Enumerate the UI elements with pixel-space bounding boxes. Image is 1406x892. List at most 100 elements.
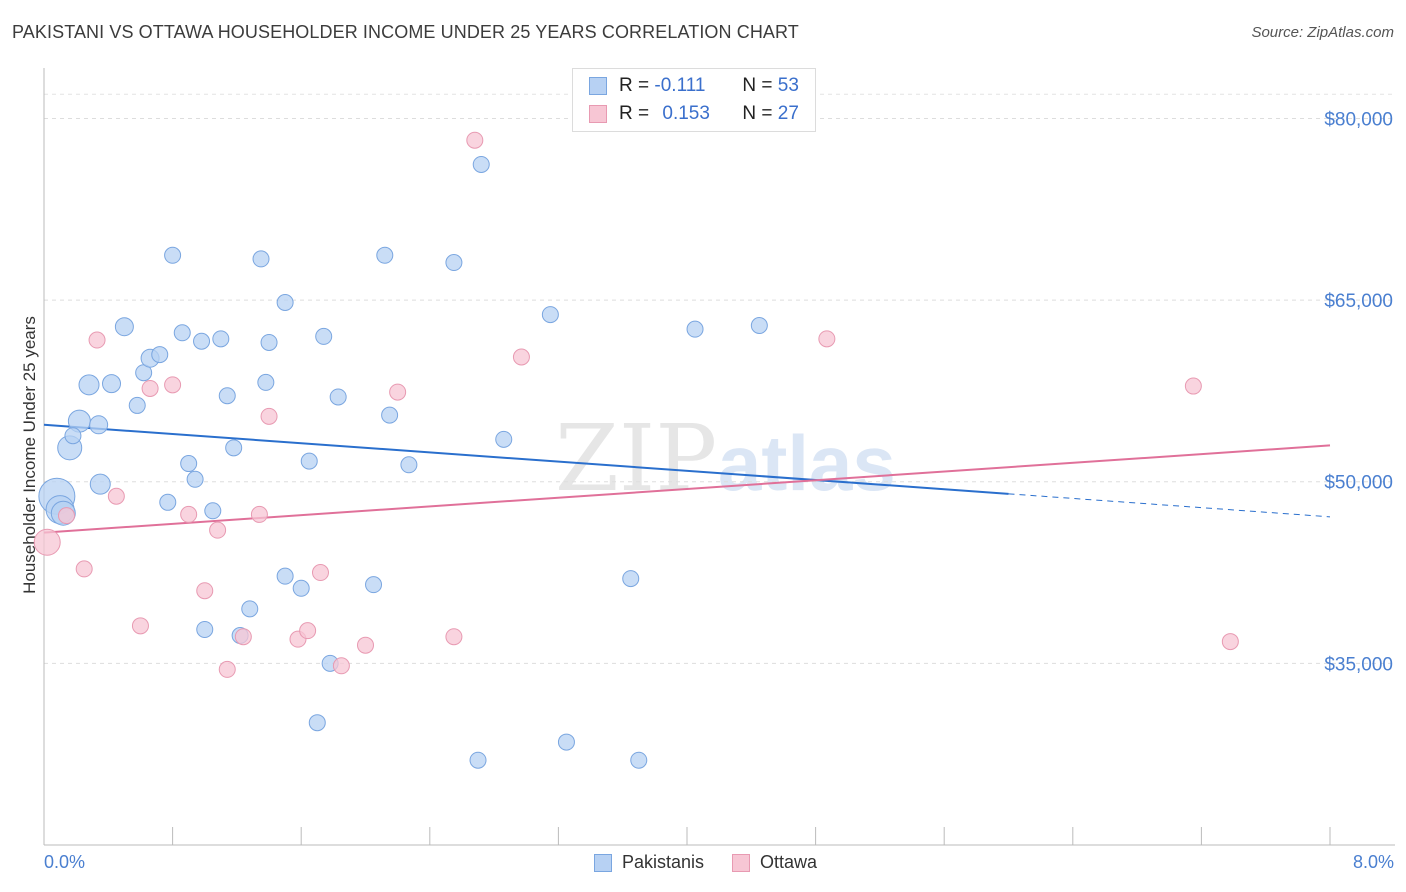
chart-title: PAKISTANI VS OTTAWA HOUSEHOLDER INCOME U… — [12, 22, 799, 42]
pakistanis-point — [78, 374, 100, 396]
ottawa-point — [180, 505, 198, 523]
pakistanis-point — [218, 387, 236, 405]
pakistanis-point — [276, 294, 294, 311]
pakistanis-point — [472, 155, 490, 173]
legend-swatch-pink — [589, 105, 607, 123]
ottawa-point — [58, 507, 76, 525]
series-legend: Pakistanis Ottawa — [594, 852, 845, 873]
pakistanis-point — [193, 332, 211, 350]
pakistanis-point — [541, 306, 559, 324]
pakistanis-point — [180, 455, 198, 473]
n-value: 53 — [777, 75, 799, 96]
r-value: -0.111 — [654, 75, 706, 96]
pakistanis-trendline-extension — [1008, 493, 1331, 518]
pakistanis-point — [151, 346, 169, 364]
pakistanis-point — [241, 600, 259, 618]
ottawa-point — [1184, 377, 1202, 395]
ottawa-point — [445, 628, 463, 646]
pakistanis-point — [260, 333, 278, 351]
x-axis-min-label: 0.0% — [44, 852, 86, 872]
pakistanis-point — [376, 246, 394, 264]
x-axis-max-label: 8.0% — [1352, 852, 1394, 872]
pakistanis-point — [173, 324, 191, 342]
ottawa-point — [357, 636, 374, 654]
ottawa-point — [75, 560, 93, 578]
ottawa-point — [311, 564, 329, 582]
legend-item-pakistanis: Pakistanis — [594, 852, 704, 873]
n-label: N = — [742, 103, 773, 124]
zipatlas-watermark: ZIP atlas — [555, 405, 896, 512]
data-points — [33, 131, 1239, 769]
pakistanis-point — [159, 493, 177, 511]
pakistanis-point — [300, 452, 318, 470]
ottawa-point — [234, 628, 252, 646]
pakistanis-point — [315, 327, 333, 345]
axes — [43, 68, 1395, 846]
pakistanis-point — [308, 714, 326, 732]
ottawa-point — [196, 582, 214, 600]
ottawa-point — [332, 657, 350, 675]
pakistanis-point — [400, 456, 418, 474]
y-tick-label: $35,000 — [1324, 654, 1393, 675]
y-tick-label: $50,000 — [1324, 473, 1393, 494]
ottawa-point — [141, 379, 159, 397]
ottawa-point — [260, 407, 278, 425]
pakistanis-point — [128, 396, 146, 414]
y-tick-label: $80,000 — [1324, 109, 1393, 130]
svg-text:ZIP: ZIP — [555, 405, 717, 512]
pakistanis-point — [64, 427, 82, 445]
ottawa-point — [107, 487, 125, 505]
pakistanis-point — [292, 579, 310, 597]
ottawa-point — [88, 331, 106, 349]
pakistanis-point — [381, 406, 399, 424]
ottawa-point — [299, 622, 317, 640]
r-value: 0.153 — [662, 103, 710, 124]
pakistanis-point — [102, 374, 122, 394]
pakistanis-point — [252, 250, 270, 268]
legend-swatch-pink — [732, 853, 751, 872]
pakistanis-point — [329, 388, 347, 406]
y-tick-label: $65,000 — [1324, 291, 1393, 312]
ottawa-point — [512, 348, 530, 366]
pakistanis-point — [445, 254, 463, 272]
pakistanis-point — [164, 246, 182, 264]
y-tick-labels: $35,000 $50,000 $65,000 $80,000 — [1324, 109, 1393, 675]
ottawa-point — [818, 330, 836, 348]
legend-item-ottawa: Ottawa — [732, 852, 817, 873]
pakistanis-point — [557, 733, 575, 751]
r-label: R = — [619, 103, 650, 124]
legend-label: Ottawa — [760, 852, 818, 872]
pakistanis-point — [686, 320, 704, 338]
pakistanis-point — [469, 751, 487, 769]
legend-swatch-blue — [589, 77, 607, 95]
pakistanis-point — [630, 751, 648, 769]
pakistanis-point — [750, 317, 768, 335]
pakistanis-point — [257, 373, 275, 391]
pakistanis-trendline — [43, 423, 1009, 495]
pakistanis-point — [186, 470, 204, 488]
pakistanis-point — [204, 502, 222, 520]
ottawa-point — [389, 383, 407, 401]
r-label: R = — [619, 75, 650, 96]
pakistanis-point — [622, 570, 640, 588]
ottawa-point — [466, 131, 484, 149]
ottawa-point — [218, 660, 236, 678]
ottawa-point — [250, 505, 268, 523]
pakistanis-point — [365, 576, 383, 594]
chart-source: Source: ZipAtlas.com — [1251, 24, 1394, 41]
pakistanis-point — [495, 430, 513, 448]
n-label: N = — [742, 75, 773, 96]
n-value: 27 — [777, 103, 799, 124]
legend-swatch-blue — [594, 853, 612, 872]
ottawa-point — [209, 521, 227, 539]
ottawa-point — [33, 528, 61, 556]
legend-row-ottawa: R = 0.153 N = 27 — [589, 101, 799, 127]
pakistanis-point — [276, 567, 294, 585]
pakistanis-point — [212, 330, 230, 348]
ottawa-point — [164, 376, 182, 394]
legend-label: Pakistanis — [622, 852, 705, 872]
legend-row-pakistanis: R = -0.111 N = 53 — [589, 73, 799, 99]
pakistanis-point — [89, 473, 111, 495]
pakistanis-point — [196, 620, 214, 638]
pakistanis-point — [89, 415, 109, 435]
